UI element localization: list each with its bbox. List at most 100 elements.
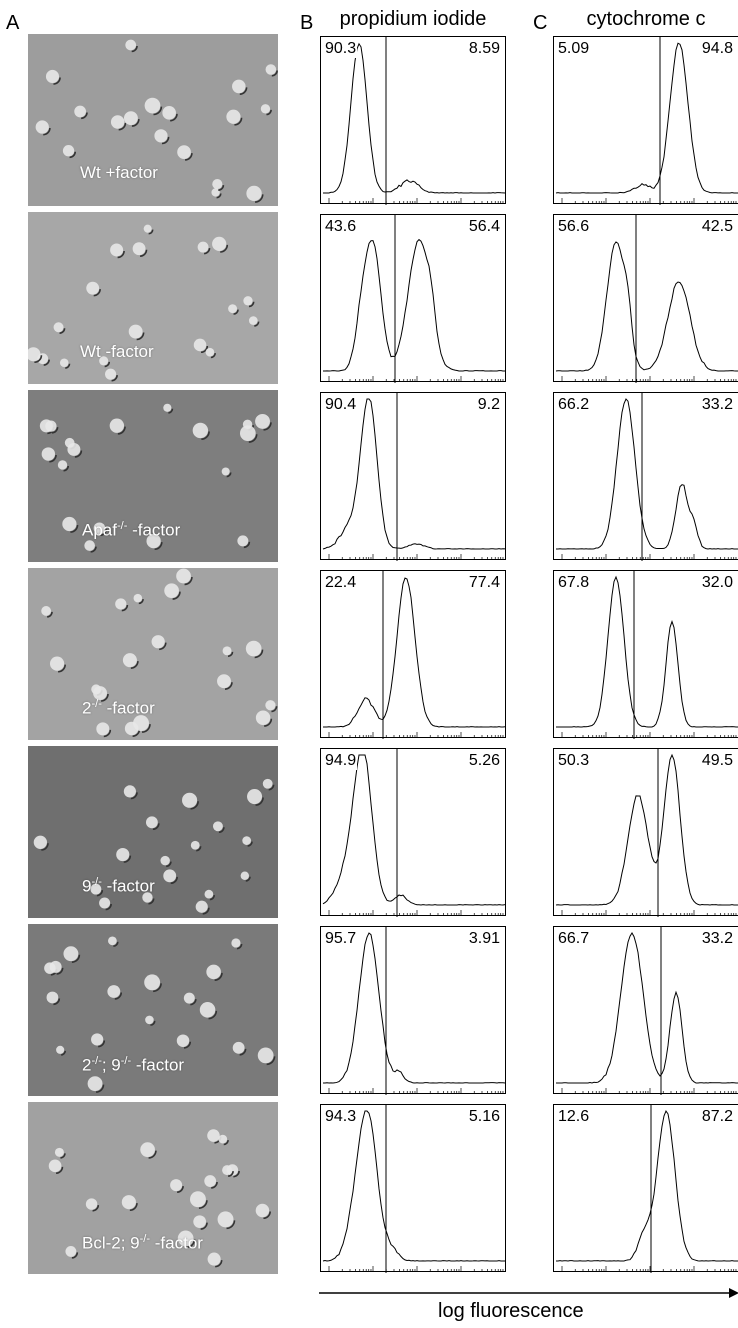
cyt-histogram: 66.2 33.2 — [553, 392, 738, 561]
cell-shadow — [65, 363, 71, 369]
cell — [123, 111, 138, 126]
cell-shadow — [254, 649, 264, 659]
cell-shadow — [148, 229, 154, 235]
micrograph-label: 2-/- -factor — [82, 698, 155, 719]
pi-histogram-plot — [323, 927, 506, 1095]
cell-shadow — [81, 112, 88, 120]
cell-shadow — [153, 106, 163, 116]
cell — [87, 1076, 103, 1092]
percent-right: 56.4 — [467, 218, 501, 236]
micrograph — [28, 212, 278, 384]
label-text: Wt +factor — [80, 163, 158, 182]
panel-letter-a: A — [6, 12, 20, 34]
x-ticks — [328, 376, 504, 381]
panel-letter-b: B — [300, 12, 314, 34]
cell — [91, 1033, 104, 1046]
cell — [53, 322, 64, 333]
micrograph — [28, 924, 278, 1096]
cell — [108, 936, 117, 946]
cell — [74, 105, 86, 118]
label-text: Apaf — [82, 520, 117, 540]
cell — [239, 425, 256, 442]
micrograph-label: Apaf-/- -factor — [82, 520, 180, 541]
micrograph-image — [28, 568, 278, 740]
cell — [86, 281, 100, 295]
micrograph — [28, 1102, 278, 1274]
cell — [222, 1165, 233, 1176]
cell-shadow — [104, 361, 111, 368]
micrograph-image — [28, 1102, 278, 1274]
cyt-histogram-plot — [555, 749, 738, 917]
histogram-curve — [555, 753, 738, 906]
micrograph-label: Wt -factor — [80, 342, 154, 362]
cell — [59, 358, 69, 368]
cell — [265, 64, 277, 75]
cyt-histogram-plot — [556, 571, 738, 739]
cell — [231, 938, 241, 948]
percent-left: 43.6 — [324, 218, 358, 236]
cell — [57, 460, 68, 470]
cell — [226, 109, 241, 124]
cell — [123, 785, 136, 798]
micrograph-image — [28, 746, 278, 918]
percent-left: 12.6 — [557, 1108, 591, 1126]
micrograph-image — [28, 924, 278, 1096]
cell-shadow — [93, 289, 101, 297]
percent-left: 94.9 — [324, 752, 358, 770]
cell — [125, 39, 137, 51]
cell — [93, 522, 106, 535]
column-title-propidium-iodide: propidium iodide — [339, 8, 487, 30]
x-ticks — [561, 198, 737, 203]
micrograph-label: Wt +factor — [80, 163, 158, 183]
cell-shadow — [248, 434, 258, 443]
cell-shadow — [69, 151, 77, 159]
cell-shadow — [154, 542, 163, 551]
pi-histogram: 22.4 77.4 — [320, 570, 506, 739]
cell-shadow — [190, 801, 199, 810]
cell — [96, 722, 110, 736]
x-ticks — [561, 1266, 737, 1271]
cell-shadow — [239, 87, 248, 95]
histogram-curve — [322, 398, 506, 550]
cell — [122, 653, 137, 668]
cell — [62, 145, 75, 157]
cell-shadow — [245, 876, 251, 882]
cell — [121, 1195, 136, 1210]
cell — [151, 635, 165, 649]
percent-right: 33.2 — [700, 930, 734, 948]
micrograph — [28, 746, 278, 918]
cell-shadow — [123, 855, 132, 863]
histogram-curve — [323, 238, 505, 372]
percent-left: 66.2 — [557, 396, 591, 414]
cell — [84, 540, 95, 551]
cell-shadow — [271, 70, 278, 77]
pi-histogram-plot — [323, 571, 506, 739]
cell — [63, 946, 79, 962]
cell — [133, 593, 143, 603]
cell — [246, 185, 262, 202]
cell — [160, 855, 170, 866]
cell-shadow — [234, 117, 243, 126]
cell-shadow — [130, 661, 139, 669]
cell — [265, 700, 276, 711]
cell-shadow — [111, 375, 118, 382]
cell-shadow — [113, 941, 119, 948]
cell — [146, 533, 161, 549]
percent-left: 56.6 — [557, 218, 591, 236]
pi-histogram: 90.4 9.2 — [320, 392, 506, 561]
cell-shadow — [130, 792, 138, 800]
cell-shadow — [184, 576, 193, 586]
percent-left: 67.8 — [557, 574, 591, 592]
cell-shadow — [53, 77, 61, 85]
cell-shadow — [263, 1211, 271, 1220]
cell-shadow — [43, 359, 50, 366]
cell-shadow — [266, 109, 272, 116]
cell-shadow — [57, 664, 66, 673]
cell — [41, 447, 56, 461]
cell-shadow — [233, 1170, 240, 1178]
cyt-histogram: 5.09 94.8 — [553, 36, 738, 205]
genotype-superscript: -/- — [91, 876, 102, 888]
cell-shadow — [243, 541, 251, 549]
histogram-curve — [322, 754, 506, 906]
cell-shadow — [201, 431, 210, 440]
